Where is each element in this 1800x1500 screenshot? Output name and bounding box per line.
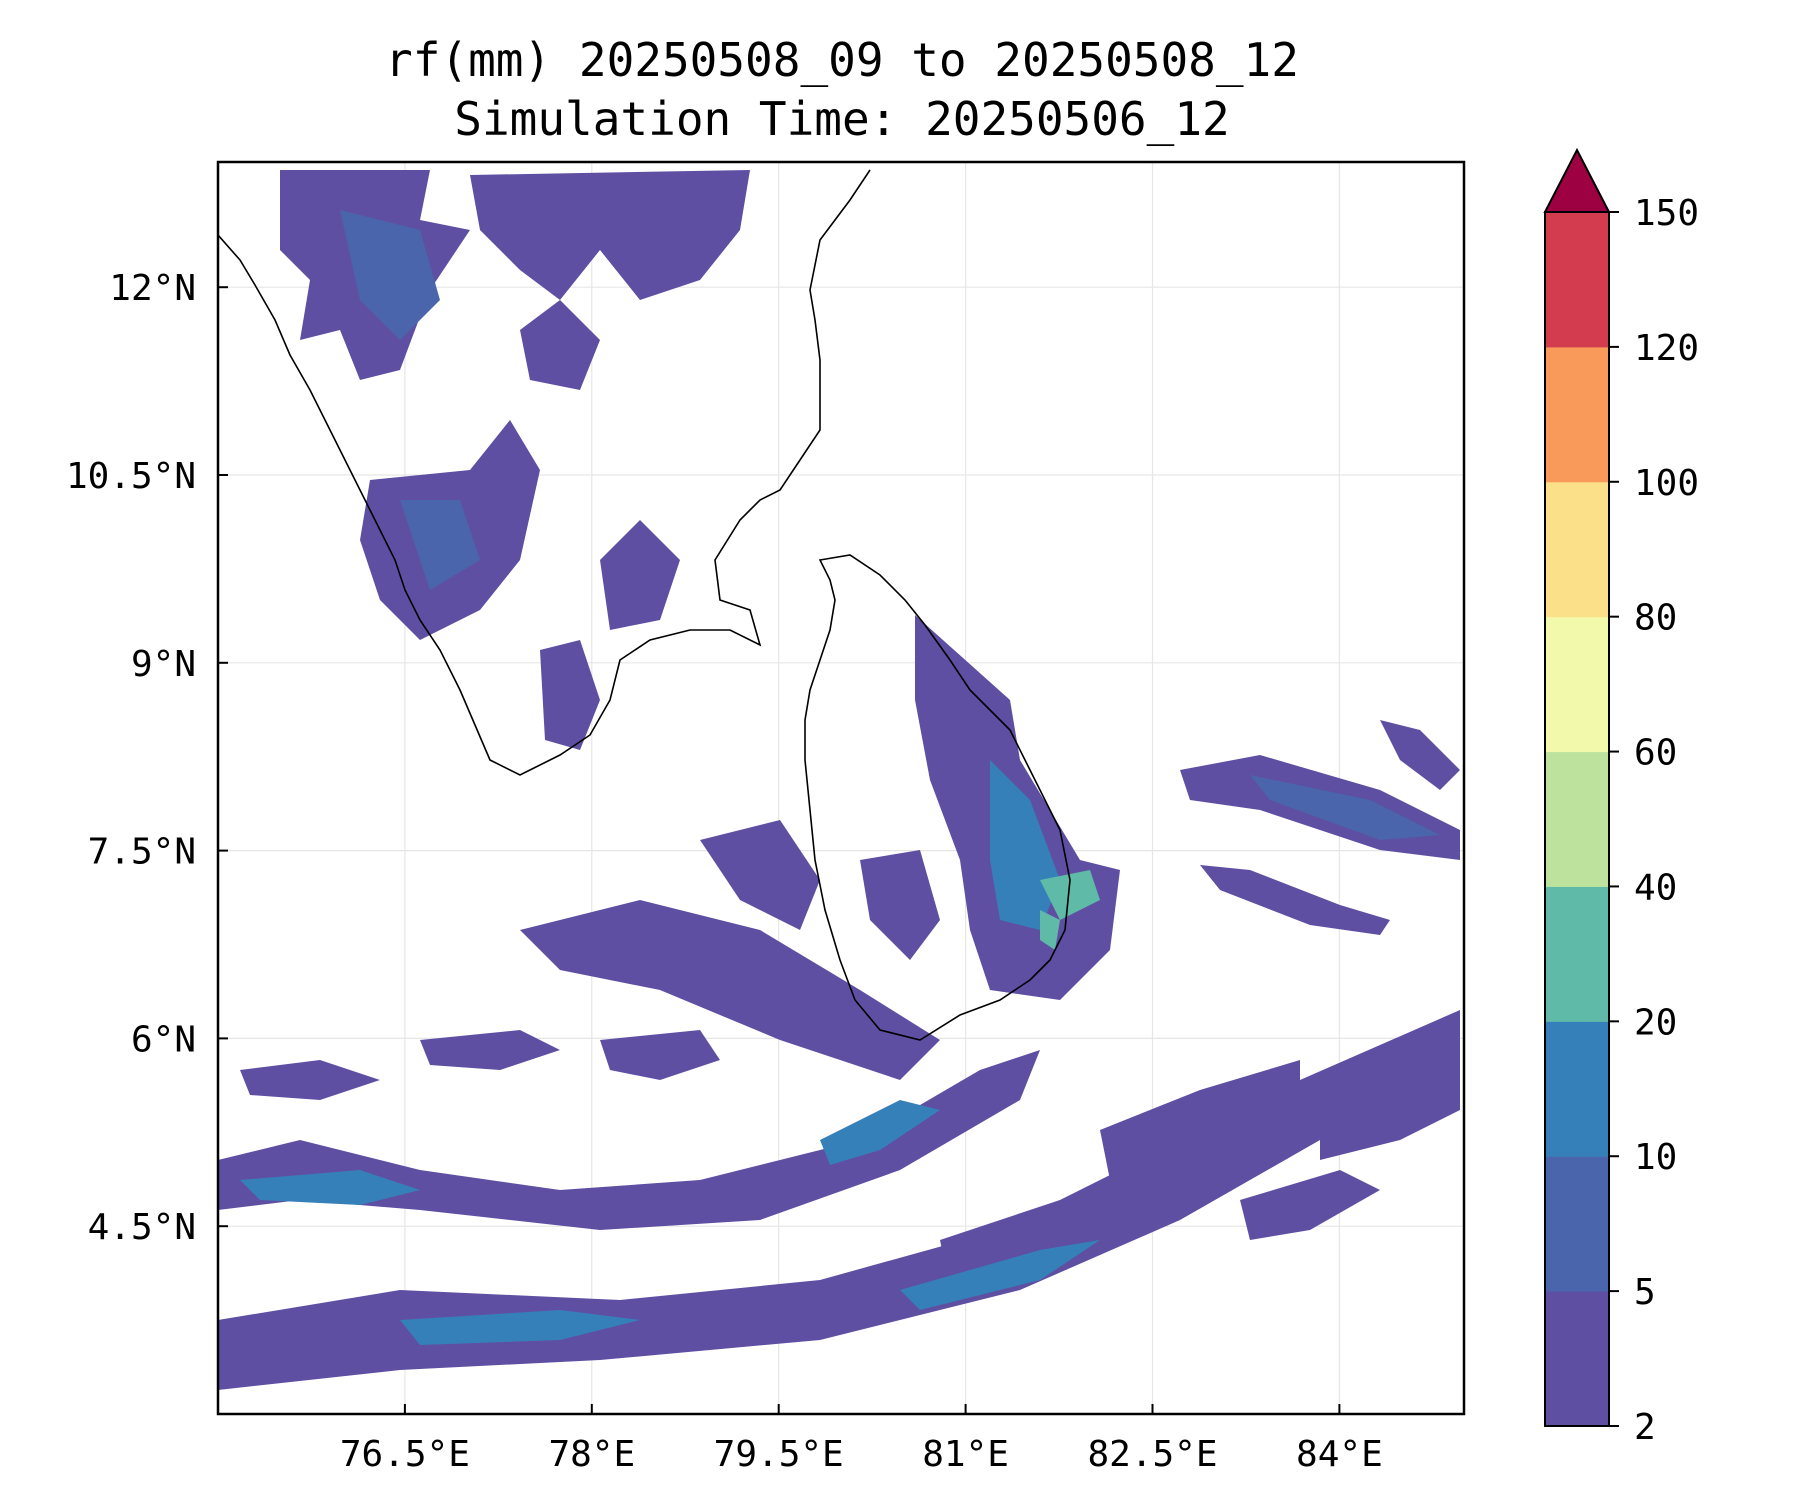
map-content xyxy=(218,162,1464,1414)
y-tick-label: 4.5°N xyxy=(88,1207,196,1248)
rain-band-2 xyxy=(218,1010,1460,1390)
colorbar-tick-label: 40 xyxy=(1634,867,1677,908)
y-axis: 12°N 10.5°N 9°N 7.5°N 6°N 4.5°N xyxy=(66,268,228,1248)
x-tick-label: 78°E xyxy=(548,1434,635,1475)
colorbar-tick-label: 60 xyxy=(1634,733,1677,774)
coastline-india xyxy=(218,169,871,776)
colorbar-bin xyxy=(1545,1021,1609,1157)
rain-band-1 xyxy=(218,1050,1040,1230)
rain-band-10 xyxy=(820,1100,940,1165)
x-axis: 76.5°E 78°E 79.5°E 81°E 82.5°E 84°E xyxy=(340,1404,1383,1475)
colorbar: 2 5 10 20 40 60 80 100 120 150 xyxy=(1543,147,1699,1448)
x-tick-label: 76.5°E xyxy=(340,1434,470,1475)
colorbar-bin xyxy=(1545,1156,1609,1292)
title-line-2: Simulation Time: 20250506_12 xyxy=(454,92,1229,146)
rain-patch-srilanka-east-2 xyxy=(990,760,1060,930)
colorbar-tick-label: 10 xyxy=(1634,1137,1677,1178)
rain-band-15 xyxy=(420,1030,560,1070)
rain-band-6 xyxy=(1100,1060,1300,1180)
y-tick-label: 12°N xyxy=(109,268,196,309)
rain-patch-srilanka-green-2 xyxy=(1040,910,1060,950)
colorbar-bin xyxy=(1545,616,1609,753)
rain-patch-interior xyxy=(600,520,680,630)
x-tick-label: 84°E xyxy=(1296,1434,1383,1475)
rain-band-16 xyxy=(600,1030,720,1080)
colorbar-bin xyxy=(1545,751,1609,887)
colorbar-bin xyxy=(1545,1291,1609,1427)
rain-band-11 xyxy=(400,1310,640,1345)
rainfall-field xyxy=(218,170,1460,1390)
x-tick-label: 81°E xyxy=(922,1434,1009,1475)
title-line-1: rf(mm) 20250508_09 to 20250508_12 xyxy=(385,33,1299,87)
rain-patch-central xyxy=(520,300,600,390)
coastlines xyxy=(218,169,1071,1041)
colorbar-tick-label: 120 xyxy=(1634,328,1699,369)
x-tick-label: 79.5°E xyxy=(714,1434,844,1475)
colorbar-bin xyxy=(1545,886,1609,1022)
colorbar-tick-label: 150 xyxy=(1634,193,1699,234)
rain-band-14 xyxy=(240,1060,380,1100)
y-tick-label: 9°N xyxy=(131,644,196,685)
colorbar-tick-label: 5 xyxy=(1634,1272,1656,1313)
map-frame xyxy=(216,160,1466,1416)
colorbar-tick-label: 100 xyxy=(1634,463,1699,504)
rain-streak-east-3 xyxy=(1200,865,1390,935)
rain-patch-north-2 xyxy=(470,170,750,300)
rain-streak-east-4 xyxy=(1380,720,1460,790)
y-tick-label: 10.5°N xyxy=(66,456,196,497)
rain-band-3 xyxy=(520,900,940,1080)
colorbar-tick-label: 2 xyxy=(1634,1407,1656,1448)
rain-band-8 xyxy=(940,1180,1140,1290)
colorbar-tick-label: 20 xyxy=(1634,1002,1677,1043)
colorbar-outline xyxy=(1544,211,1610,1427)
rain-band-13 xyxy=(1240,1170,1380,1240)
y-tick-label: 7.5°N xyxy=(88,832,196,873)
colorbar-bin xyxy=(1545,212,1609,348)
rain-patch-srilanka-green xyxy=(1040,870,1100,920)
coastline-srilanka xyxy=(804,554,1071,1041)
colorbar-tick-label: 80 xyxy=(1634,598,1677,639)
rain-band-5 xyxy=(860,850,940,960)
rain-patch-south-tip xyxy=(540,640,600,750)
rain-streak-east-2 xyxy=(1250,775,1440,840)
rain-band-7 xyxy=(1320,1060,1460,1160)
rain-patch-north-3 xyxy=(340,210,440,340)
colorbar-bin xyxy=(1545,481,1609,618)
rain-band-9 xyxy=(240,1170,420,1205)
rain-patch-west-ghats-2 xyxy=(400,500,480,590)
y-tick-label: 6°N xyxy=(131,1019,196,1060)
x-tick-label: 82.5°E xyxy=(1087,1434,1217,1475)
colorbar-extend-arrow xyxy=(1543,147,1611,213)
rain-band-4 xyxy=(700,820,820,930)
colorbar-bin xyxy=(1545,346,1609,483)
rain-band-12 xyxy=(900,1240,1100,1310)
